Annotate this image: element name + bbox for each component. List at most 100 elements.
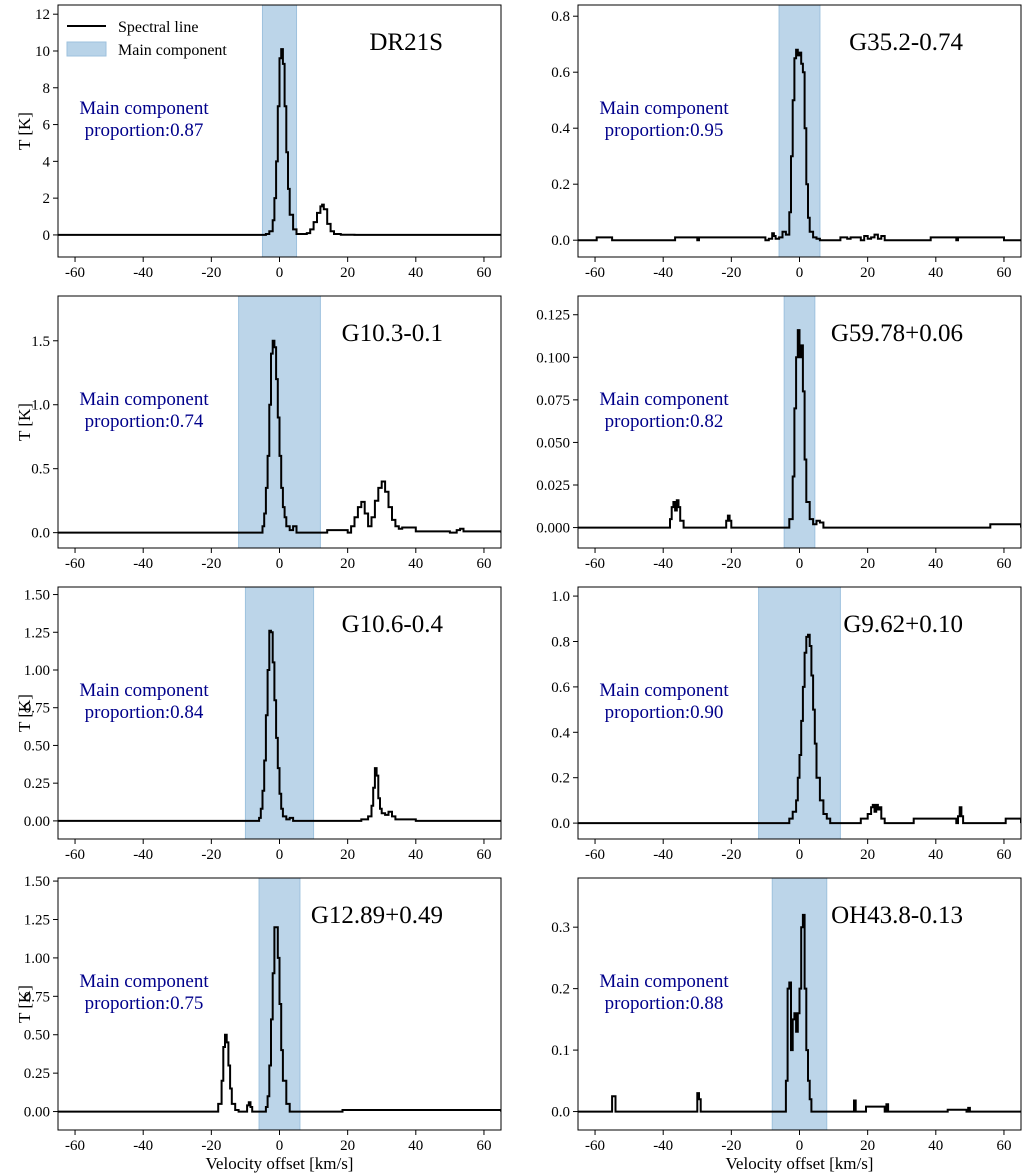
y-tick-label: 1.25 xyxy=(24,625,50,641)
annotation-proportion: proportion:0.74 xyxy=(85,411,204,432)
y-tick-label: 0.0 xyxy=(551,1105,570,1121)
x-tick-label: 40 xyxy=(928,847,943,863)
y-tick-label: 0.1 xyxy=(551,1043,570,1059)
y-tick-label: 0.8 xyxy=(551,9,570,25)
x-tick-label: 60 xyxy=(996,265,1011,281)
annotation-proportion: proportion:0.95 xyxy=(605,120,724,141)
annotation-main-component: Main component xyxy=(79,971,209,992)
y-tick-label: 2 xyxy=(43,191,51,207)
y-tick-label: 0.2 xyxy=(551,982,570,998)
chart-panel-4: -60 -40 -20 0 20 40 60 0.00 0.25 0.50 0.75 1.00 1.25… xyxy=(15,586,502,863)
y-tick-label: 0.00 xyxy=(24,814,50,830)
x-tick-label: -60 xyxy=(585,265,605,281)
x-tick-label: -40 xyxy=(653,265,673,281)
x-tick-label: 0 xyxy=(796,1138,804,1154)
annotation-main-component: Main component xyxy=(79,389,209,410)
source-name-title: G59.78+0.06 xyxy=(831,320,963,347)
source-name-title: G10.6-0.4 xyxy=(342,611,444,638)
x-tick-label: 60 xyxy=(476,556,491,572)
main-component-band xyxy=(758,586,841,840)
y-tick-label: 0.100 xyxy=(536,350,570,366)
x-tick-label: 40 xyxy=(928,1138,943,1154)
x-tick-label: 40 xyxy=(408,847,423,863)
spectral-line xyxy=(58,48,501,236)
annotation-main-component: Main component xyxy=(79,680,209,701)
y-tick-label: 1.0 xyxy=(31,398,50,414)
spectral-line xyxy=(58,339,501,534)
x-tick-label: 20 xyxy=(340,265,355,281)
y-tick-label: 0.075 xyxy=(536,393,570,409)
source-name-title: G9.62+0.10 xyxy=(843,611,963,638)
x-tick-label: -60 xyxy=(585,1138,605,1154)
y-tick-label: 0.6 xyxy=(551,65,570,81)
x-axis-label: Velocity offset [km/s] xyxy=(206,1154,354,1173)
annotation-proportion: proportion:0.88 xyxy=(605,993,724,1014)
y-tick-label: 1.25 xyxy=(24,912,50,928)
y-tick-label: 0.0 xyxy=(551,816,570,832)
spectral-line xyxy=(58,629,501,822)
chart-panel-2: -60 -40 -20 0 20 40 60 0.0 0.5 1.0 1.5 G10.3-0.1 Mai… xyxy=(15,295,502,572)
y-tick-label: 0.8 xyxy=(551,634,570,650)
chart-panel-7: -60 -40 -20 0 20 40 60 0.0 0.1 0.2 0.3 OH43.8-0.13 M… xyxy=(551,877,1022,1173)
y-tick-label: 0.125 xyxy=(536,308,570,324)
y-tick-label: 4 xyxy=(43,154,51,170)
y-tick-label: 1.00 xyxy=(24,951,50,967)
y-tick-label: 0.75 xyxy=(24,989,50,1005)
spectral-line xyxy=(578,329,1021,529)
y-tick-label: 0.75 xyxy=(24,701,50,717)
x-tick-label: 40 xyxy=(408,1138,423,1154)
spectral-line xyxy=(578,633,1021,825)
annotation-proportion: proportion:0.87 xyxy=(85,120,204,141)
x-tick-label: -60 xyxy=(585,847,605,863)
y-axis-label: T [K] xyxy=(15,694,34,732)
x-tick-label: -20 xyxy=(721,1138,741,1154)
y-tick-label: 8 xyxy=(43,81,51,97)
x-tick-label: 20 xyxy=(860,556,875,572)
source-name-title: G35.2-0.74 xyxy=(849,29,963,56)
legend: Spectral line Main component xyxy=(66,19,227,59)
x-tick-label: 0 xyxy=(796,847,804,863)
x-tick-label: -20 xyxy=(201,1138,221,1154)
x-tick-label: 60 xyxy=(476,265,491,281)
x-tick-label: -60 xyxy=(585,556,605,572)
y-tick-label: 1.5 xyxy=(31,334,50,350)
annotation-main-component: Main component xyxy=(599,680,729,701)
x-tick-label: 0 xyxy=(796,265,804,281)
y-tick-label: 0.050 xyxy=(536,435,570,451)
y-tick-label: 0.0 xyxy=(551,233,570,249)
x-tick-label: 60 xyxy=(476,847,491,863)
x-tick-label: 20 xyxy=(860,847,875,863)
y-tick-label: 0.2 xyxy=(551,177,570,193)
y-tick-label: 1.50 xyxy=(24,874,50,890)
x-tick-label: -40 xyxy=(653,847,673,863)
x-tick-label: 0 xyxy=(276,1138,284,1154)
y-tick-label: 0.4 xyxy=(551,121,570,137)
x-tick-label: 20 xyxy=(340,1138,355,1154)
main-component-band xyxy=(778,4,821,258)
x-tick-label: -40 xyxy=(133,1138,153,1154)
annotation-main-component: Main component xyxy=(599,971,729,992)
y-tick-label: 0.025 xyxy=(536,478,570,494)
y-tick-label: 0.0 xyxy=(31,526,50,542)
x-tick-label: 40 xyxy=(408,556,423,572)
chart-panel-5: -60 -40 -20 0 20 40 60 0.0 0.2 0.4 0.6 0.8 1.0 G9.62+… xyxy=(551,586,1022,863)
y-tick-label: 0.5 xyxy=(31,462,50,478)
x-tick-label: 40 xyxy=(928,556,943,572)
y-axis-label: T [K] xyxy=(15,985,34,1023)
y-tick-label: 0.000 xyxy=(536,521,570,537)
main-component-band xyxy=(244,586,315,840)
y-tick-label: 0.25 xyxy=(24,1066,50,1082)
x-tick-label: 60 xyxy=(476,1138,491,1154)
spectral-line xyxy=(578,913,1021,1113)
y-tick-label: 1.50 xyxy=(24,588,50,604)
y-tick-label: 0 xyxy=(43,228,51,244)
y-tick-label: 1.0 xyxy=(551,589,570,605)
x-tick-label: 20 xyxy=(860,265,875,281)
annotation-main-component: Main component xyxy=(79,98,209,119)
x-tick-label: 20 xyxy=(860,1138,875,1154)
x-tick-label: -40 xyxy=(133,265,153,281)
y-axis-label: T [K] xyxy=(15,112,34,150)
chart-panel-3: -60 -40 -20 0 20 40 60 0.000 0.025 0.050 0.075 0.10… xyxy=(536,295,1022,572)
y-axis-label: T [K] xyxy=(15,403,34,441)
